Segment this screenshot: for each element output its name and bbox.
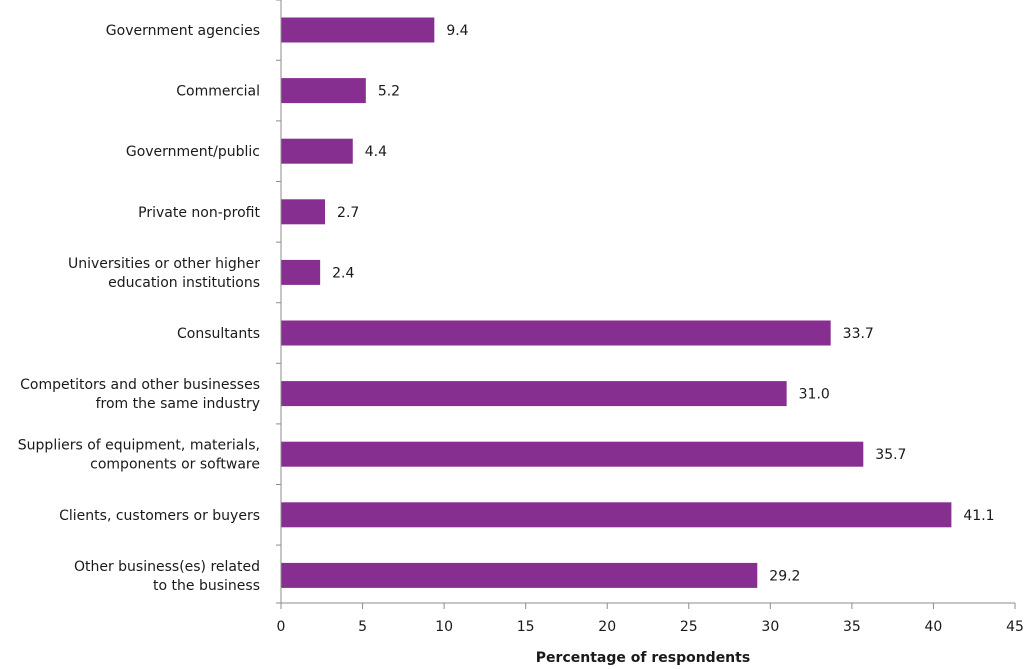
category-label-line: Consultants bbox=[177, 326, 260, 342]
category-label: Competitors and other businesses from the… bbox=[20, 377, 260, 412]
bar bbox=[281, 199, 326, 225]
bar bbox=[281, 138, 353, 164]
x-tick-label: 15 bbox=[517, 619, 535, 635]
category-label-line: Government/public bbox=[126, 144, 260, 160]
category-label: Clients, customers or buyers bbox=[59, 508, 260, 524]
category-label-line: Competitors and other businesses bbox=[20, 377, 260, 393]
bar-value-label: 33.7 bbox=[843, 326, 874, 342]
category-label-line: Government agencies bbox=[106, 23, 260, 39]
x-tick-label: 30 bbox=[761, 619, 779, 635]
x-tick-label: 5 bbox=[358, 619, 367, 635]
bar bbox=[281, 320, 831, 346]
bar bbox=[281, 78, 366, 104]
bar bbox=[281, 17, 435, 43]
bar bbox=[281, 502, 952, 528]
category-label-line: to the business bbox=[153, 578, 260, 594]
x-axis-title: Percentage of respondents bbox=[536, 650, 750, 665]
bar-value-label: 4.4 bbox=[365, 144, 387, 160]
bar bbox=[281, 562, 758, 588]
x-tick-label: 20 bbox=[598, 619, 616, 635]
category-label-line: Universities or other higher bbox=[68, 256, 260, 272]
category-label-line: education institutions bbox=[108, 275, 260, 291]
bar-value-label: 5.2 bbox=[378, 84, 400, 100]
category-label: Commercial bbox=[176, 84, 260, 100]
category-label-line: Commercial bbox=[176, 84, 260, 100]
category-label-line: Private non-profit bbox=[138, 205, 260, 221]
category-label-line: Suppliers of equipment, materials, bbox=[18, 438, 260, 454]
x-tick-label: 35 bbox=[843, 619, 861, 635]
category-label-line: from the same industry bbox=[96, 396, 260, 412]
category-label: Private non-profit bbox=[138, 205, 260, 221]
bars-layer bbox=[281, 17, 952, 588]
category-label: Universities or other higher education in… bbox=[68, 256, 260, 291]
x-tick-label: 10 bbox=[435, 619, 453, 635]
bar bbox=[281, 259, 321, 285]
bar-value-label: 29.2 bbox=[769, 568, 800, 584]
category-label: Government/public bbox=[126, 144, 260, 160]
category-label-line: components or software bbox=[90, 457, 260, 473]
x-tick-label: 25 bbox=[680, 619, 698, 635]
bar bbox=[281, 381, 787, 407]
category-label: Other business(es) related to the busines… bbox=[74, 559, 260, 594]
x-tick-label: 0 bbox=[277, 619, 286, 635]
x-tick-label: 40 bbox=[925, 619, 943, 635]
bar-value-label: 2.7 bbox=[337, 205, 359, 221]
category-label: Consultants bbox=[177, 326, 260, 342]
bar-value-label: 9.4 bbox=[446, 23, 468, 39]
bar-value-label: 41.1 bbox=[963, 508, 994, 524]
axis-layer: 0 5 10 15 20 25 30 35 40 45 bbox=[276, 0, 1024, 635]
category-label: Suppliers of equipment, materials, compon… bbox=[18, 438, 260, 473]
category-label: Government agencies bbox=[106, 23, 260, 39]
bar-value-label: 35.7 bbox=[875, 447, 906, 463]
bar bbox=[281, 441, 864, 467]
labels-layer: 9.4 Government agencies 5.2 Commercial 4.4 Go… bbox=[18, 23, 995, 594]
x-tick-label: 45 bbox=[1006, 619, 1024, 635]
category-label-line: Clients, customers or buyers bbox=[59, 508, 260, 524]
bar-value-label: 2.4 bbox=[332, 265, 354, 281]
bar-value-label: 31.0 bbox=[799, 387, 830, 403]
category-label-line: Other business(es) related bbox=[74, 559, 260, 575]
